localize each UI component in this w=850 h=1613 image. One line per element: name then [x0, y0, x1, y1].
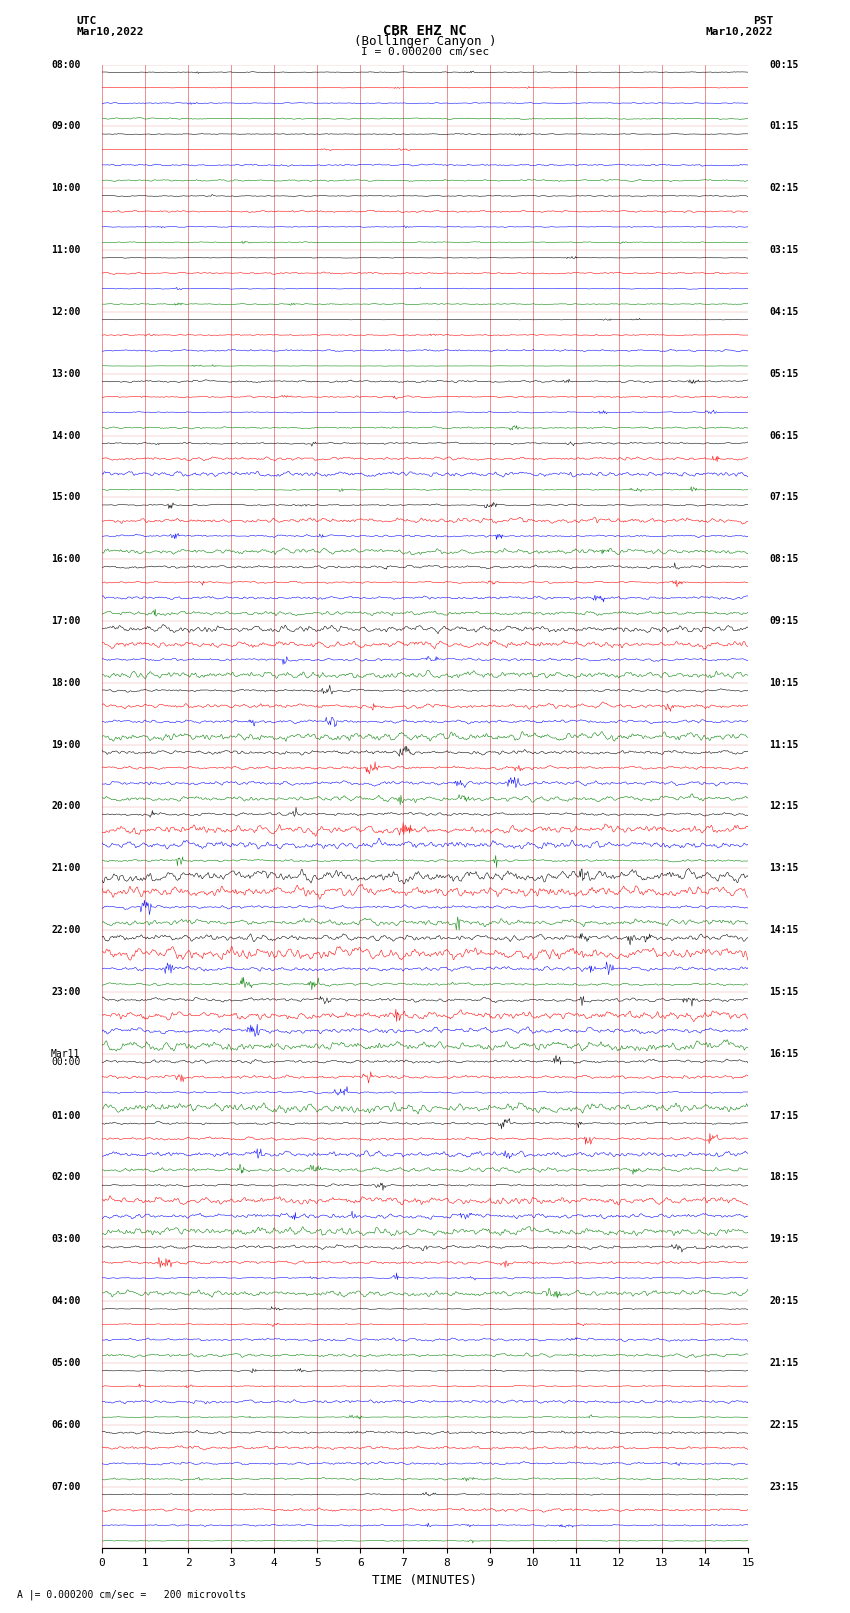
Text: 09:15: 09:15: [769, 616, 799, 626]
Text: 05:15: 05:15: [769, 369, 799, 379]
Text: 07:00: 07:00: [51, 1482, 81, 1492]
Text: 15:00: 15:00: [51, 492, 81, 502]
Text: 20:15: 20:15: [769, 1297, 799, 1307]
Text: Mar10,2022: Mar10,2022: [76, 27, 144, 37]
Text: 10:00: 10:00: [51, 184, 81, 194]
Text: Mar11: Mar11: [51, 1048, 81, 1058]
Text: 12:00: 12:00: [51, 306, 81, 316]
Text: 01:15: 01:15: [769, 121, 799, 131]
Text: 22:15: 22:15: [769, 1419, 799, 1429]
Text: 03:15: 03:15: [769, 245, 799, 255]
Text: 21:15: 21:15: [769, 1358, 799, 1368]
Text: 07:15: 07:15: [769, 492, 799, 502]
Text: 22:00: 22:00: [51, 926, 81, 936]
Text: 12:15: 12:15: [769, 802, 799, 811]
Text: 00:00: 00:00: [51, 1057, 81, 1066]
Text: 06:00: 06:00: [51, 1419, 81, 1429]
Text: 10:15: 10:15: [769, 677, 799, 687]
Text: 19:00: 19:00: [51, 740, 81, 750]
Text: 23:00: 23:00: [51, 987, 81, 997]
Text: 18:00: 18:00: [51, 677, 81, 687]
Text: 20:00: 20:00: [51, 802, 81, 811]
Text: 21:00: 21:00: [51, 863, 81, 873]
Text: 03:00: 03:00: [51, 1234, 81, 1244]
Text: 13:00: 13:00: [51, 369, 81, 379]
Text: I = 0.000200 cm/sec: I = 0.000200 cm/sec: [361, 47, 489, 56]
Text: CBR EHZ NC: CBR EHZ NC: [383, 24, 467, 39]
X-axis label: TIME (MINUTES): TIME (MINUTES): [372, 1574, 478, 1587]
Text: PST: PST: [753, 16, 774, 26]
Text: 23:15: 23:15: [769, 1482, 799, 1492]
Text: A |= 0.000200 cm/sec =   200 microvolts: A |= 0.000200 cm/sec = 200 microvolts: [17, 1589, 246, 1600]
Text: 14:15: 14:15: [769, 926, 799, 936]
Text: 14:00: 14:00: [51, 431, 81, 440]
Text: 15:15: 15:15: [769, 987, 799, 997]
Text: 00:15: 00:15: [769, 60, 799, 69]
Text: 08:15: 08:15: [769, 555, 799, 565]
Text: 06:15: 06:15: [769, 431, 799, 440]
Text: 02:00: 02:00: [51, 1173, 81, 1182]
Text: 02:15: 02:15: [769, 184, 799, 194]
Text: 04:15: 04:15: [769, 306, 799, 316]
Text: 17:15: 17:15: [769, 1111, 799, 1121]
Text: (Bollinger Canyon ): (Bollinger Canyon ): [354, 35, 496, 48]
Text: UTC: UTC: [76, 16, 97, 26]
Text: 13:15: 13:15: [769, 863, 799, 873]
Text: 04:00: 04:00: [51, 1297, 81, 1307]
Text: 16:00: 16:00: [51, 555, 81, 565]
Text: 09:00: 09:00: [51, 121, 81, 131]
Text: 17:00: 17:00: [51, 616, 81, 626]
Text: 11:00: 11:00: [51, 245, 81, 255]
Text: 08:00: 08:00: [51, 60, 81, 69]
Text: 11:15: 11:15: [769, 740, 799, 750]
Text: 19:15: 19:15: [769, 1234, 799, 1244]
Text: 01:00: 01:00: [51, 1111, 81, 1121]
Text: 05:00: 05:00: [51, 1358, 81, 1368]
Text: 16:15: 16:15: [769, 1048, 799, 1058]
Text: Mar10,2022: Mar10,2022: [706, 27, 774, 37]
Text: 18:15: 18:15: [769, 1173, 799, 1182]
